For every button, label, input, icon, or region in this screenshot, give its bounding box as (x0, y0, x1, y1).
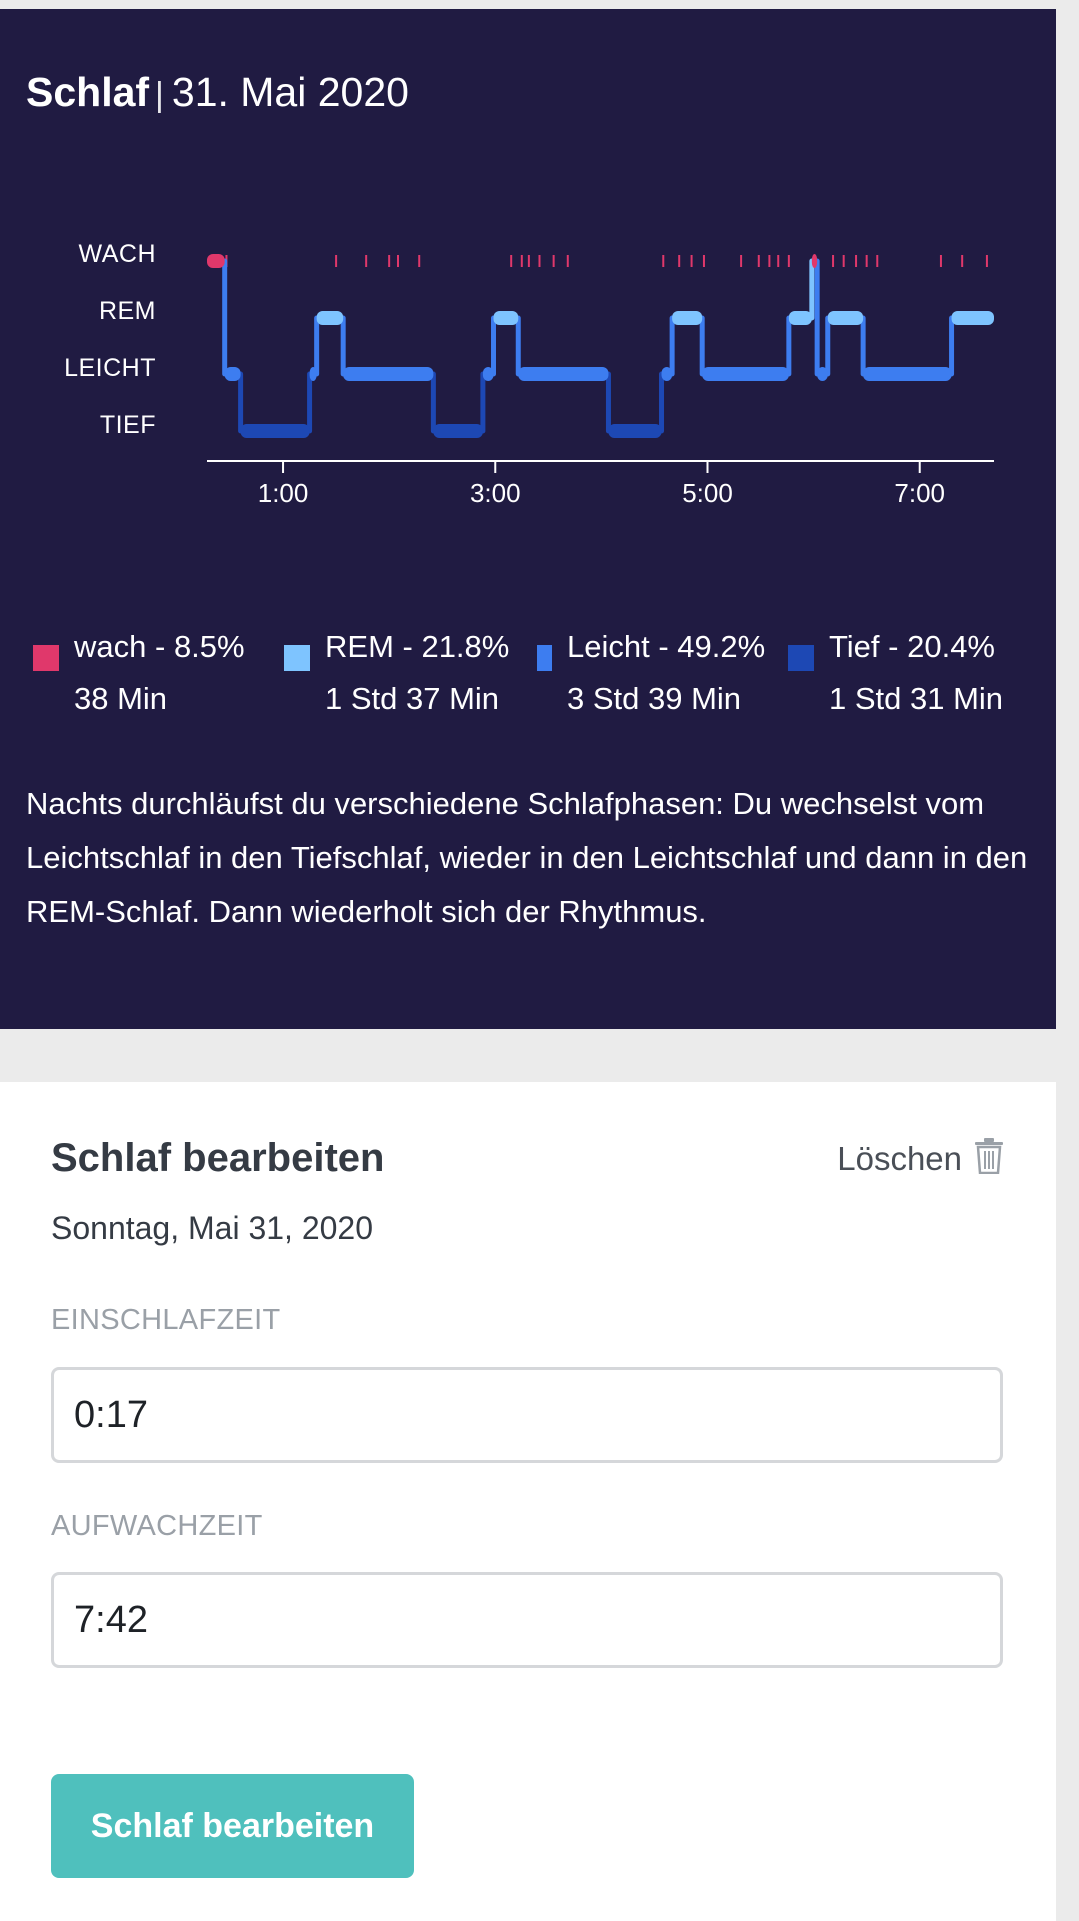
wake-marks (225, 255, 988, 267)
stage-label-leicht: LEICHT (64, 354, 156, 382)
stage-label-tief: TIEF (99, 411, 156, 439)
x-tick-label: 3:00 (470, 478, 521, 508)
stage-segment-rem (827, 311, 864, 325)
legend-percent-leicht: 49.2% (677, 629, 766, 664)
legend-swatch-wach (33, 645, 59, 671)
x-tick-label: 1:00 (258, 478, 309, 508)
edit-date: Sonntag, Mai 31, 2020 (51, 1210, 374, 1246)
legend-duration-wach: 38 Min (74, 681, 168, 716)
legend-duration-rem: 1 Std 37 Min (325, 681, 500, 716)
stage-segment-rem (951, 311, 994, 325)
page-title: Schlaf | 31. Mai 2020 (26, 69, 409, 116)
stage-segment-leicht (343, 367, 434, 381)
title-separator: | (155, 76, 164, 114)
stage-segment-rem (788, 311, 812, 325)
stage-segment-wach (811, 254, 818, 268)
legend-duration-leicht: 3 Std 39 Min (567, 681, 742, 716)
delete-button[interactable]: Löschen (837, 1138, 1004, 1179)
legend-swatch-leicht (537, 645, 552, 671)
legend-name-tief: Tief (829, 629, 880, 664)
trash-icon (974, 1138, 1004, 1179)
legend-swatch-tief (788, 645, 814, 671)
legend-duration-tief: 1 Std 31 Min (829, 681, 1004, 716)
edit-heading: Schlaf bearbeiten (51, 1136, 385, 1180)
stage-segment-tief (240, 424, 310, 438)
legend-percent-wach: 8.5% (173, 629, 245, 664)
stage-segment-rem (672, 311, 703, 325)
wake-time-input[interactable] (51, 1572, 1003, 1668)
legend-percent-tief: 20.4% (907, 629, 995, 664)
sleep-summary-card: Schlaf | 31. Mai 2020 WACH REM LEICHT TIEF… (0, 9, 1056, 1029)
delete-label: Löschen (837, 1139, 962, 1177)
stage-segment-tief (433, 424, 483, 438)
stage-label-wach: WACH (78, 240, 156, 268)
stage-segment-leicht (309, 367, 317, 381)
hypnogram (207, 254, 994, 438)
sleep-stages-chart: 1:00 3:00 5:00 7:00 (207, 254, 994, 508)
legend-name-rem: REM (325, 629, 394, 664)
stage-segment-leicht (661, 367, 673, 381)
legend-swatch-rem (284, 645, 310, 671)
stage-segment-leicht (482, 367, 494, 381)
edit-sleep-button[interactable]: Schlaf bearbeiten (51, 1774, 414, 1878)
x-tick-label: 5:00 (682, 478, 733, 508)
stage-segment-wach (207, 254, 225, 268)
stage-segment-leicht (224, 367, 241, 381)
wake-time-label: AUFWACHZEIT (51, 1510, 263, 1542)
x-ticks: 1:00 3:00 5:00 7:00 (258, 461, 945, 508)
stage-segment-leicht (518, 367, 609, 381)
sleep-title: Schlaf (26, 69, 150, 115)
sleep-date: 31. Mai 2020 (171, 69, 409, 115)
edit-sleep-card: Schlaf bearbeiten Löschen Sonntag, Mai 3… (0, 1082, 1056, 1921)
stage-segment-tief (608, 424, 662, 438)
sleep-time-input[interactable] (51, 1367, 1003, 1463)
stage-segment-leicht (702, 367, 789, 381)
legend-name-leicht: Leicht (567, 629, 650, 664)
stage-label-rem: REM (98, 297, 156, 325)
legend-name-wach: wach (74, 629, 147, 664)
legend-percent-rem: 21.8% (421, 629, 510, 664)
sleep-time-label: EINSCHLAFZEIT (51, 1304, 281, 1336)
stage-segment-rem (316, 311, 344, 325)
x-tick-label: 7:00 (894, 478, 945, 508)
sleep-description: Nachts durchläufst du verschiedene Schla… (26, 786, 1028, 929)
stage-segment-leicht (817, 367, 828, 381)
stage-segment-rem (493, 311, 519, 325)
stage-segment-leicht (863, 367, 952, 381)
